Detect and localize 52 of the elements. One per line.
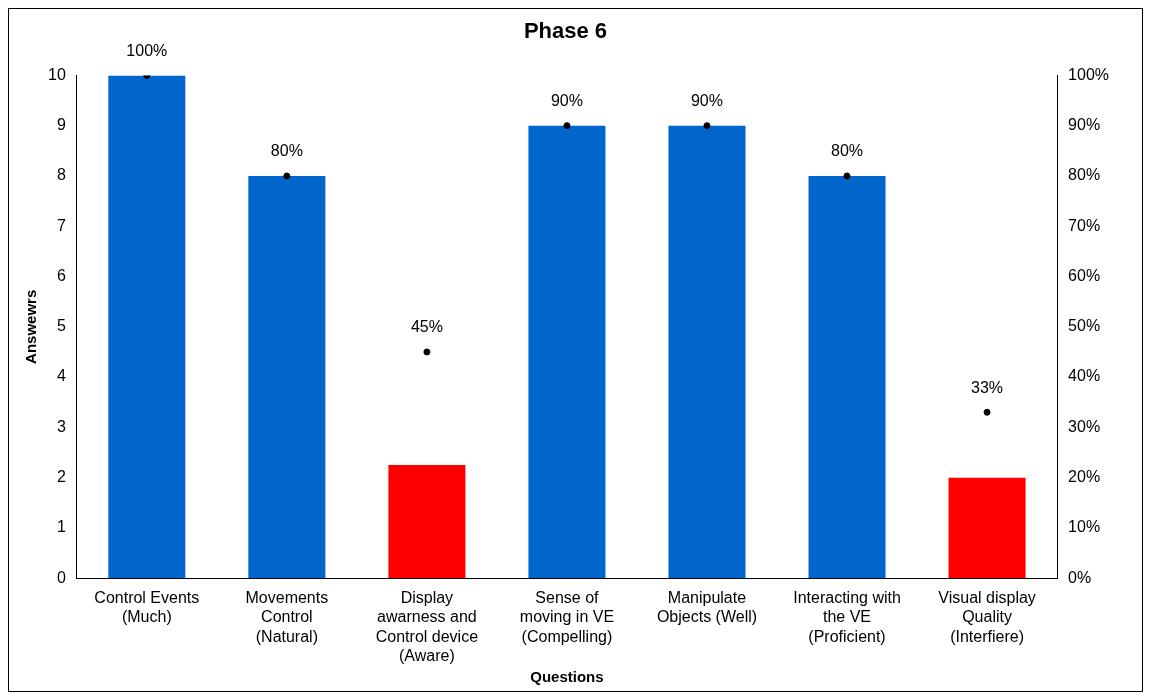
point bbox=[983, 408, 991, 416]
y2-tick-label: 70% bbox=[1068, 216, 1101, 234]
y2-tick-label: 40% bbox=[1068, 367, 1101, 385]
point bbox=[563, 122, 571, 130]
point bbox=[283, 172, 291, 180]
y-tick-label: 4 bbox=[56, 367, 66, 385]
point bbox=[423, 348, 431, 356]
y-tick-label: 6 bbox=[56, 266, 66, 284]
x-tick-label: Movements Control (Natural) bbox=[245, 589, 329, 645]
bar bbox=[108, 75, 186, 579]
y-tick-label: 3 bbox=[56, 417, 66, 435]
bar bbox=[248, 175, 326, 579]
y-tick-label: 1 bbox=[56, 518, 66, 536]
y2-tick-label: 10% bbox=[1068, 518, 1101, 536]
y2-tick-label: 0% bbox=[1068, 568, 1092, 586]
y2-tick-label: 80% bbox=[1068, 166, 1101, 184]
x-tick-label: Control Events (Much) bbox=[94, 589, 200, 626]
y-tick-label: 2 bbox=[56, 468, 66, 486]
y-axis-title: Answewrs bbox=[22, 289, 40, 364]
y2-tick-label: 100% bbox=[1068, 65, 1109, 83]
data-label: 33% bbox=[971, 378, 1004, 396]
data-label: 100% bbox=[126, 41, 168, 59]
x-tick-label: Manipulate Objects (Well) bbox=[656, 589, 758, 626]
bar bbox=[668, 125, 746, 579]
x-tick-label: Display awarness and Control device (Aware) bbox=[375, 589, 479, 664]
y2-tick-label: 20% bbox=[1068, 468, 1101, 486]
bar bbox=[948, 477, 1026, 579]
y2-tick-label: 90% bbox=[1068, 116, 1101, 134]
data-label: 90% bbox=[690, 92, 723, 110]
x-axis-title: Questions bbox=[530, 668, 604, 686]
data-label: 45% bbox=[410, 318, 443, 336]
x-tick-label: Sense of moving in VE (Compelling) bbox=[519, 589, 615, 645]
y-tick-label: 0 bbox=[56, 568, 66, 586]
y-tick-label: 7 bbox=[56, 216, 66, 234]
point bbox=[843, 172, 851, 180]
bar bbox=[528, 125, 606, 579]
bar bbox=[388, 465, 466, 579]
chart-title: Phase 6 bbox=[523, 18, 608, 44]
x-tick-label: Interacting with the VE (Proficient) bbox=[793, 589, 901, 645]
data-label: 90% bbox=[550, 92, 583, 110]
data-label: 80% bbox=[831, 142, 864, 160]
y2-tick-label: 50% bbox=[1068, 317, 1101, 335]
data-label: 80% bbox=[270, 142, 303, 160]
y-tick-label: 8 bbox=[56, 166, 66, 184]
y2-tick-label: 30% bbox=[1068, 417, 1101, 435]
y-tick-label: 9 bbox=[56, 116, 66, 134]
y-tick-label: 10 bbox=[48, 65, 66, 83]
bar bbox=[808, 175, 886, 579]
x-tick-label: Visual display Quality (Interfiere) bbox=[938, 589, 1036, 645]
point bbox=[703, 122, 711, 130]
y2-tick-label: 60% bbox=[1068, 266, 1101, 284]
y-tick-label: 5 bbox=[56, 317, 66, 335]
